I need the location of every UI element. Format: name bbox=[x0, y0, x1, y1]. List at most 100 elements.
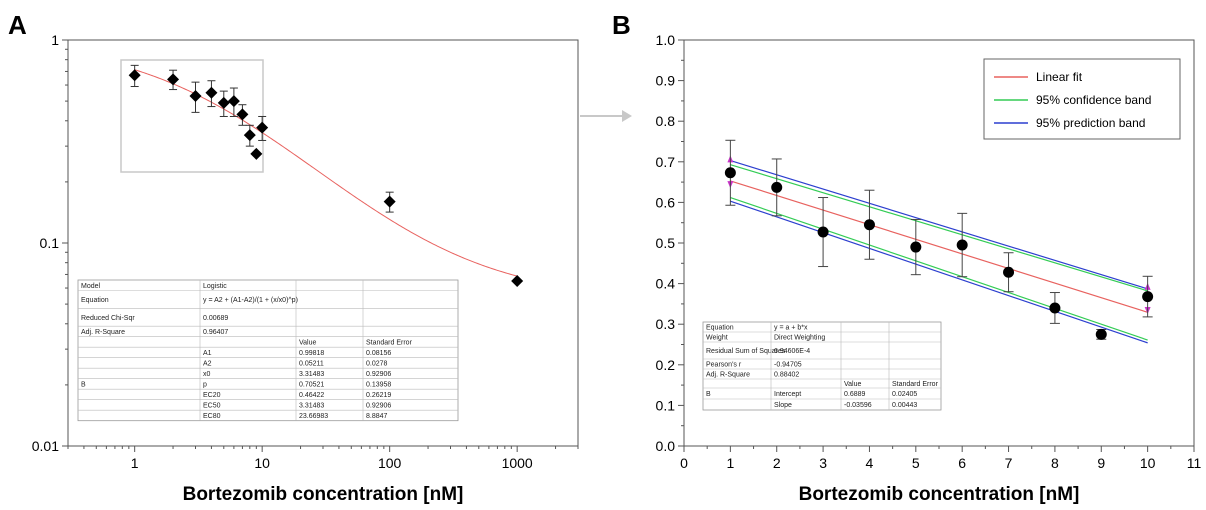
data-point-diamond bbox=[250, 147, 263, 160]
table-cell: Intercept bbox=[774, 391, 801, 398]
table-cell: 0.13958 bbox=[366, 381, 391, 388]
x-tick-label: 10 bbox=[254, 455, 270, 471]
y-tick-label: 0.01 bbox=[32, 438, 59, 454]
table-cell: Model bbox=[81, 283, 101, 290]
x-tick-label: 8 bbox=[1051, 455, 1059, 471]
table-cell: Equation bbox=[706, 325, 734, 332]
data-point-diamond bbox=[243, 129, 256, 142]
data-point-circle bbox=[910, 241, 922, 253]
table-cell: Weight bbox=[706, 335, 728, 342]
table-cell: 3.31483 bbox=[299, 402, 324, 409]
x-tick-label: 100 bbox=[378, 455, 402, 471]
x-tick-label: 7 bbox=[1005, 455, 1013, 471]
table-cell: y = a + b*x bbox=[774, 325, 808, 332]
table-cell: 0.26219 bbox=[366, 392, 391, 399]
table-cell: Adj. R-Square bbox=[81, 329, 125, 336]
fit-table-frame bbox=[77, 279, 459, 422]
table-cell: 0.0278 bbox=[366, 360, 388, 367]
x-tick-label: 1 bbox=[131, 455, 139, 471]
table-cell: B bbox=[81, 381, 86, 388]
data-point-diamond bbox=[256, 121, 269, 134]
confidence-band-lower bbox=[730, 196, 1148, 341]
table-cell: 0.88402 bbox=[774, 372, 799, 379]
table-cell: 3.31483 bbox=[299, 371, 324, 378]
linear-fit-line bbox=[730, 180, 1148, 313]
table-cell: 0.96407 bbox=[203, 329, 228, 336]
table-cell: EC50 bbox=[203, 402, 221, 409]
panel-b-x-axis-label: Bortezomib concentration [nM] bbox=[799, 484, 1080, 505]
table-cell: 0.99818 bbox=[299, 350, 324, 357]
y-tick-label: 0.9 bbox=[656, 73, 676, 89]
y-tick-label: 0.4 bbox=[656, 276, 676, 292]
y-tick-label: 0.2 bbox=[656, 357, 676, 373]
panel-a-letter: A bbox=[8, 10, 27, 40]
data-point-circle bbox=[1142, 291, 1154, 303]
data-point-circle bbox=[1049, 302, 1061, 314]
legend-label: 95% confidence band bbox=[1036, 93, 1151, 107]
table-cell: 8.8847 bbox=[366, 413, 388, 420]
x-tick-label: 1 bbox=[726, 455, 734, 471]
table-cell: EC20 bbox=[203, 392, 221, 399]
y-tick-label: 1.0 bbox=[656, 32, 676, 48]
table-cell: Value bbox=[844, 381, 861, 388]
data-point-circle bbox=[956, 239, 968, 251]
table-cell: Slope bbox=[774, 402, 792, 409]
data-point-diamond bbox=[167, 73, 180, 86]
data-point-diamond bbox=[128, 69, 141, 82]
table-cell: 23.66983 bbox=[299, 413, 328, 420]
panel-b: B 0 1 2 3 4 5 6 7 8 9 10 11 0.0 0.1 0.2 0.3 0.4 0.5 0.6 0.7… bbox=[612, 10, 1201, 505]
table-cell: 0.92906 bbox=[366, 402, 391, 409]
legend-label: 95% prediction band bbox=[1036, 116, 1145, 130]
table-cell: 0.05211 bbox=[299, 360, 324, 367]
panel-b-fit-table: Equation y = a + b*x Weight Direct Weightin… bbox=[702, 321, 942, 411]
panel-a-axes: 1 10 100 1000 0.01 0.1 1 bbox=[32, 32, 579, 471]
data-point-diamond bbox=[189, 89, 202, 102]
data-point-diamond bbox=[383, 195, 396, 208]
data-point-diamond bbox=[511, 274, 524, 287]
panel-b-data-points bbox=[724, 139, 1154, 340]
panel-a-x-axis-label: Bortezomib concentration [nM] bbox=[183, 484, 464, 505]
table-cell: A2 bbox=[203, 360, 212, 367]
x-tick-label: 6 bbox=[958, 455, 966, 471]
x-tick-label: 2 bbox=[773, 455, 781, 471]
x-tick-label: 11 bbox=[1187, 455, 1202, 471]
data-point-circle bbox=[1003, 266, 1015, 278]
table-cell: 0.08156 bbox=[366, 350, 391, 357]
prediction-band-upper bbox=[730, 160, 1148, 290]
table-cell: -0.94705 bbox=[774, 362, 802, 369]
table-cell: EC80 bbox=[203, 413, 221, 420]
legend-label: Linear fit bbox=[1036, 70, 1083, 84]
y-tick-label: 0.1 bbox=[40, 235, 60, 251]
x-tick-label: 1000 bbox=[502, 455, 533, 471]
data-point-circle bbox=[724, 167, 736, 179]
panel-a-data-points bbox=[128, 64, 524, 287]
data-point-diamond bbox=[236, 108, 249, 121]
y-tick-label: 0.3 bbox=[656, 316, 676, 332]
table-cell: Standard Error bbox=[892, 381, 939, 388]
prediction-band-lower bbox=[730, 200, 1148, 344]
table-cell: x0 bbox=[203, 371, 211, 378]
x-tick-label: 5 bbox=[912, 455, 920, 471]
panel-b-bands bbox=[727, 155, 1151, 344]
table-cell: 0.6889 bbox=[844, 391, 866, 398]
table-cell: A1 bbox=[203, 350, 212, 357]
table-cell: 0.46422 bbox=[299, 392, 324, 399]
panel-a-fit-table: Model Logistic Equation y = A2 + (A1-A2)/(1… bbox=[77, 279, 459, 422]
table-cell: y = A2 + (A1-A2)/(1 + (x/x0)^p) bbox=[203, 297, 298, 304]
table-cell: Equation bbox=[81, 297, 109, 304]
table-cell: 0.00689 bbox=[203, 315, 228, 322]
data-point-circle bbox=[863, 219, 875, 231]
y-tick-label: 0.5 bbox=[656, 235, 676, 251]
table-cell: Pearson's r bbox=[706, 362, 742, 369]
table-cell: p bbox=[203, 381, 207, 388]
y-tick-label: 0.7 bbox=[656, 154, 676, 170]
x-tick-label: 10 bbox=[1140, 455, 1156, 471]
table-cell: B bbox=[706, 391, 711, 398]
table-cell: Standard Error bbox=[366, 339, 413, 346]
zoom-arrow-head bbox=[622, 110, 632, 122]
x-tick-label: 3 bbox=[819, 455, 827, 471]
y-tick-label: 0.8 bbox=[656, 113, 676, 129]
panel-b-axes: 0 1 2 3 4 5 6 7 8 9 10 11 0.0 0.1 0.2 0.3 0.4 0.5 0.6 0.7 0.… bbox=[656, 32, 1202, 471]
panel-b-legend: Linear fit 95% confidence band 95% predict… bbox=[983, 58, 1181, 140]
